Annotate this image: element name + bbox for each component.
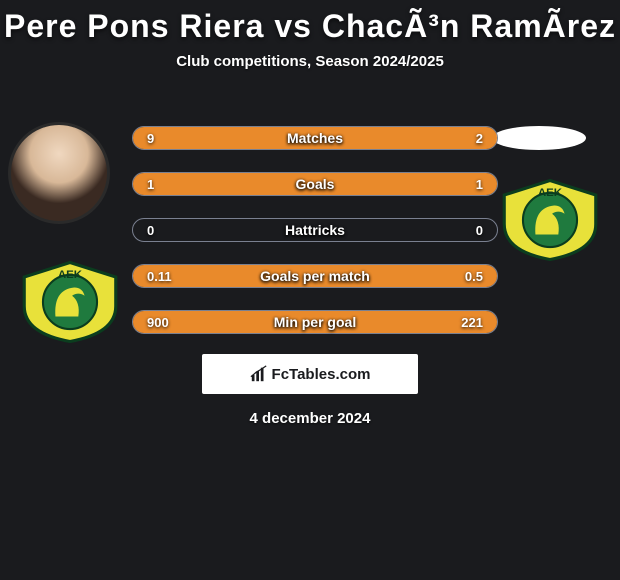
stat-value-left: 0 (147, 223, 154, 238)
stat-value-left: 1 (147, 177, 154, 192)
date-text: 4 december 2024 (250, 410, 371, 427)
subtitle: Club competitions, Season 2024/2025 (0, 53, 620, 70)
player-left-avatar (8, 122, 110, 224)
svg-text:AEK: AEK (58, 269, 83, 281)
stat-value-left: 0.11 (147, 269, 172, 284)
stat-value-right: 221 (461, 315, 483, 330)
player-right-avatar (492, 126, 586, 150)
stat-value-left: 900 (147, 315, 169, 330)
stat-label: Hattricks (285, 222, 345, 238)
stat-label: Goals (296, 176, 335, 192)
stat-label: Matches (287, 130, 343, 146)
stat-right-fill (431, 127, 497, 149)
stat-right-fill (315, 173, 497, 195)
stats-container: 9 2 Matches 1 1 Goals 0 0 Hattricks 0.11 0.5 Goals … (132, 126, 498, 356)
stat-label: Min per goal (274, 314, 356, 330)
page-title: Pere Pons Riera vs ChacÃ³n RamÃ­rez (0, 0, 620, 45)
chart-icon (250, 365, 268, 383)
stat-left-fill (133, 173, 315, 195)
stat-row: 900 221 Min per goal (132, 310, 498, 334)
player-right-club-badge: AEK (498, 178, 602, 262)
stat-value-right: 0.5 (465, 269, 483, 284)
stat-value-right: 1 (476, 177, 483, 192)
stat-left-fill (133, 127, 431, 149)
attribution-badge: FcTables.com (202, 354, 418, 394)
stat-value-right: 0 (476, 223, 483, 238)
stat-row: 0.11 0.5 Goals per match (132, 264, 498, 288)
stat-row: 9 2 Matches (132, 126, 498, 150)
stat-row: 0 0 Hattricks (132, 218, 498, 242)
player-left-club-badge: AEK (18, 260, 122, 344)
attribution-text: FcTables.com (272, 366, 371, 383)
stat-row: 1 1 Goals (132, 172, 498, 196)
stat-value-right: 2 (476, 131, 483, 146)
svg-text:AEK: AEK (538, 187, 563, 199)
stat-label: Goals per match (260, 268, 370, 284)
stat-value-left: 9 (147, 131, 154, 146)
